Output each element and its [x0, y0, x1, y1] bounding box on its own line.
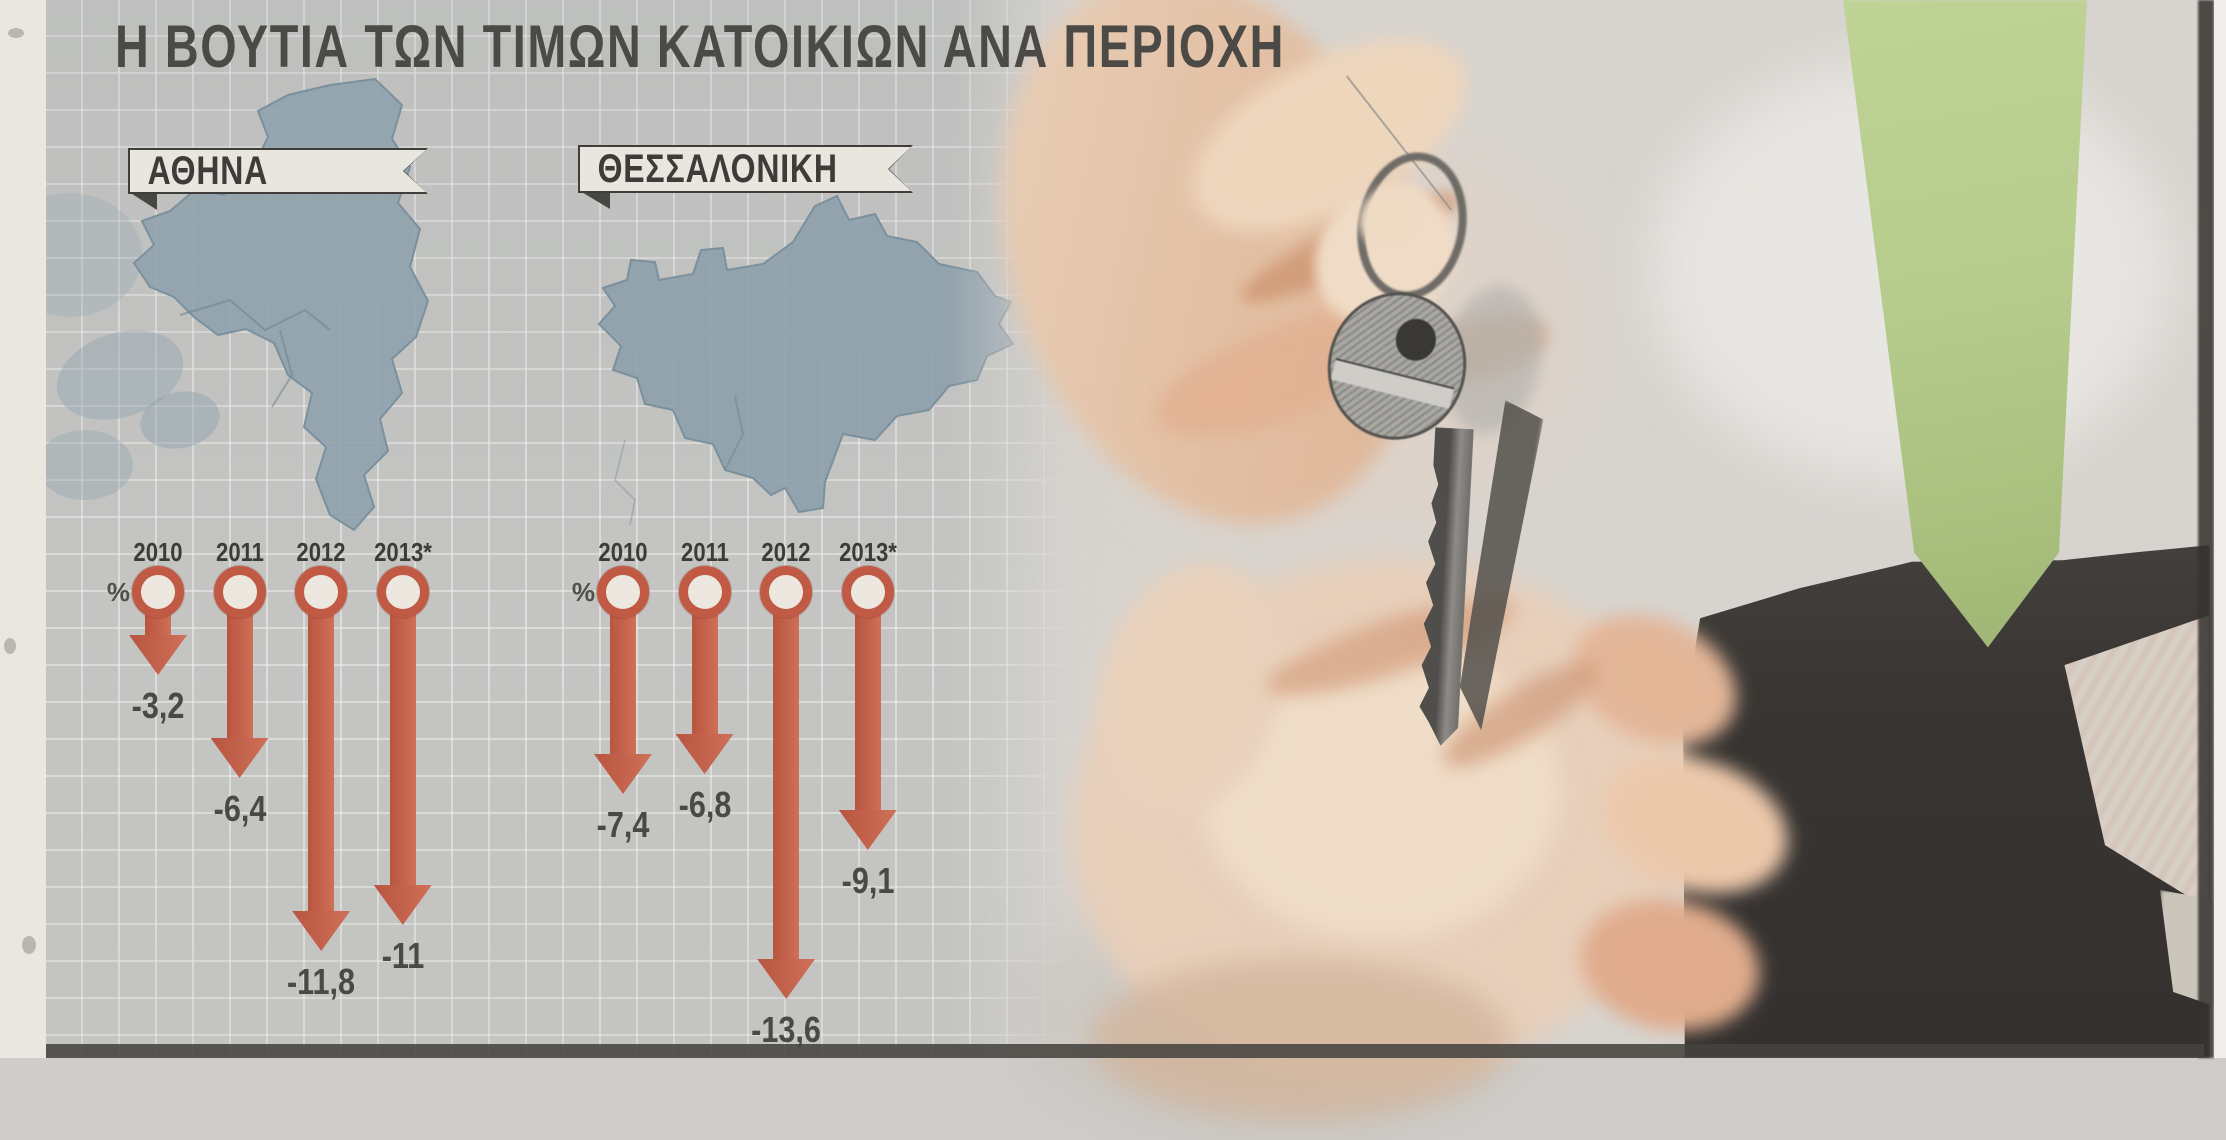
- value-label: -11: [381, 935, 425, 976]
- year-marker-ring: [678, 566, 731, 618]
- down-arrow-stem: [773, 609, 800, 959]
- athens-map-shape: [132, 77, 430, 532]
- percent-axis-label: %: [106, 577, 130, 607]
- year-marker-ring: [376, 566, 429, 618]
- value-label: -11,8: [287, 961, 356, 1002]
- banner-thessaloniki: ΘΕΣΣΑΛΟΝΙΚΗ: [578, 145, 913, 193]
- year-marker-ring: [213, 566, 266, 618]
- paper-speck: [22, 936, 36, 954]
- year-label: 2011: [215, 537, 264, 567]
- wrist-shadow: [1090, 960, 1510, 1120]
- year-label: 2010: [133, 537, 183, 567]
- year-label: 2013*: [373, 537, 432, 567]
- banner-face: ΑΘΗΝΑ: [130, 150, 426, 192]
- down-arrow-stem: [691, 609, 718, 734]
- year-label: 2013*: [838, 537, 897, 567]
- chart-athens: % 2010 -3,2 2011 -6,4 2012 -11,8 2013* -11: [107, 535, 458, 1058]
- down-arrow-head: [373, 885, 432, 925]
- value-label: -6,8: [678, 784, 731, 825]
- region-label: ΑΘΗΝΑ: [147, 148, 269, 193]
- island-shape: [37, 430, 133, 500]
- value-label: -7,4: [596, 804, 650, 845]
- paper-speck: [8, 28, 24, 38]
- down-arrow-head: [210, 738, 269, 778]
- page-bottom-edge: [46, 1044, 2204, 1058]
- prefecture-border-line: [271, 329, 294, 408]
- down-arrow-stem: [308, 609, 335, 911]
- prefecture-border-line: [179, 298, 331, 332]
- percent-axis-label: %: [571, 577, 595, 607]
- year-marker-ring: [841, 566, 894, 618]
- down-arrow-stem: [389, 609, 416, 885]
- year-marker-ring: [597, 566, 649, 618]
- year-marker-ring: [132, 566, 184, 618]
- year-label: 2012: [761, 537, 811, 567]
- down-arrow-head: [594, 754, 652, 794]
- value-label: -9,1: [841, 860, 895, 901]
- coastline-squiggle: [614, 439, 636, 526]
- banner-athens: ΑΘΗΝΑ: [128, 148, 428, 194]
- year-marker-ring: [760, 566, 813, 618]
- island-shape: [56, 330, 184, 420]
- prefecture-border-line: [724, 395, 745, 471]
- athens-map: [30, 77, 430, 532]
- page-right-edge: [2214, 0, 2226, 1058]
- down-arrow-stem: [854, 609, 881, 810]
- value-label: -13,6: [751, 1009, 822, 1050]
- chart-thessaloniki: % 2010 -7,4 2011 -6,8 2012 -13,6 2013* -9,1: [572, 535, 923, 1058]
- paper-speck: [4, 638, 16, 654]
- down-arrow-head: [292, 911, 351, 951]
- page-right-edge-shadow: [2198, 0, 2214, 1058]
- down-arrow-head: [675, 734, 734, 774]
- region-label: ΘΕΣΣΑΛΟΝΙΚΗ: [597, 146, 838, 191]
- year-marker-ring: [295, 566, 348, 618]
- page-title: Η ΒΟΥΤΙΑ ΤΩΝ ΤΙΜΩΝ ΚΑΤΟΙΚΙΩΝ ΑΝΑ ΠΕΡΙΟΧΗ: [115, 13, 1285, 80]
- thessaloniki-map: [597, 194, 1015, 526]
- value-label: -3,2: [131, 685, 185, 726]
- down-arrow-stem: [610, 609, 636, 754]
- page-left-margin: [0, 0, 46, 1058]
- down-arrow-head: [129, 635, 187, 675]
- banner-face: ΘΕΣΣΑΛΟΝΙΚΗ: [580, 147, 911, 191]
- year-label: 2010: [598, 537, 648, 567]
- down-arrow-stem: [226, 609, 253, 738]
- year-label: 2012: [296, 537, 346, 567]
- value-label: -6,4: [213, 788, 266, 829]
- down-arrow-head: [757, 959, 816, 999]
- year-label: 2011: [680, 537, 729, 567]
- island-shape: [140, 391, 220, 449]
- down-arrow-head: [838, 810, 897, 850]
- island-shape: [30, 193, 142, 317]
